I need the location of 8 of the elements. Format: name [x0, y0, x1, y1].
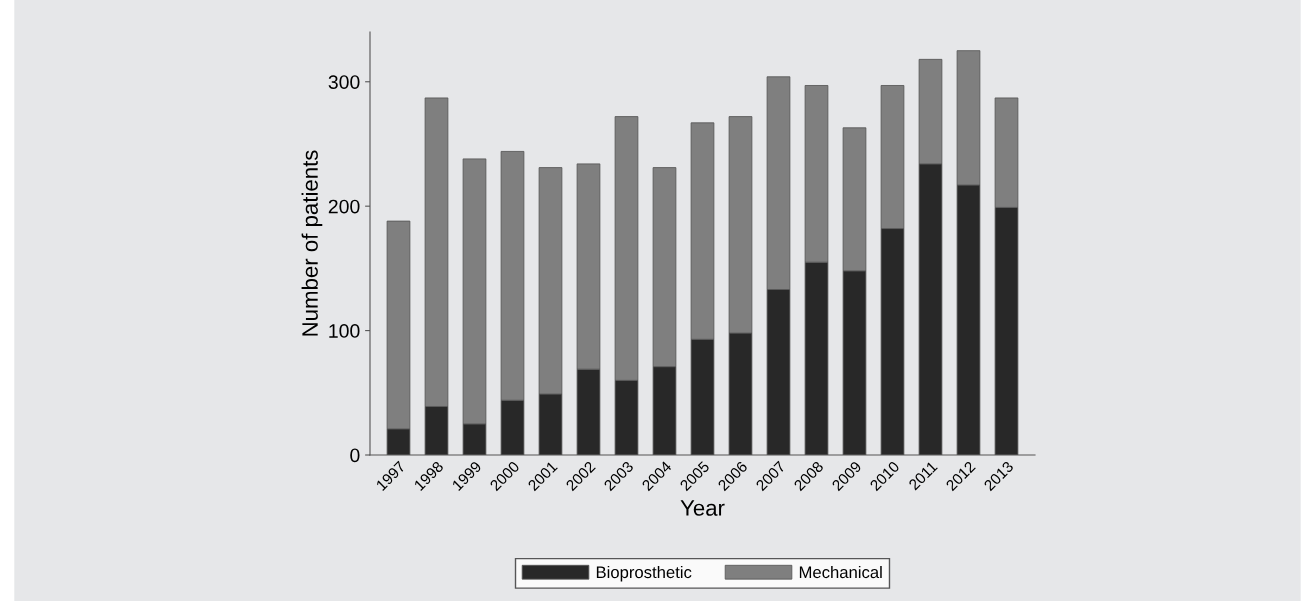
y-tick-label: 300 [328, 75, 360, 89]
y-tick-label: 0 [350, 448, 360, 463]
y-tick-label: 100 [329, 324, 360, 338]
y-axis-title: Number of patients [301, 150, 323, 336]
y-tick-label: 200 [328, 199, 360, 214]
x-axis-title: Year [680, 500, 725, 516]
legend-label: Mechanical [799, 565, 882, 579]
legend-label: Bioprosthetic [596, 565, 692, 582]
